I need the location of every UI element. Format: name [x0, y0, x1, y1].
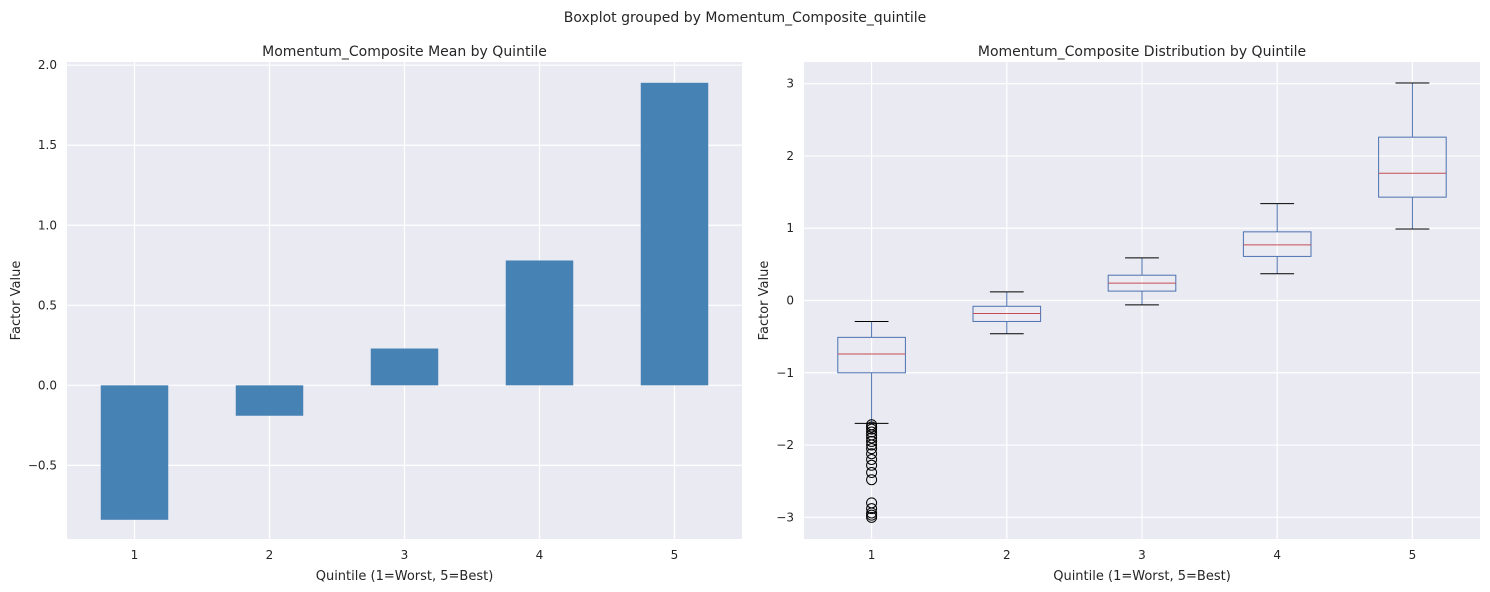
bar-chart-bars	[100, 82, 709, 520]
bar-3	[370, 348, 439, 386]
box-chart-y-tick-label: −3	[776, 510, 794, 524]
outlier-point	[866, 474, 878, 486]
outlier-point	[866, 454, 878, 465]
box-chart-y-tick-label: 2	[786, 149, 794, 163]
box-2	[972, 291, 1042, 335]
bar-5	[640, 82, 709, 386]
bar-chart: −0.5 0.0 0.5 1.0 1.5 2.0 1 2 3 4 5 Momentum_Compo…	[9, 44, 742, 584]
bar-chart-x-tick-label: 3	[401, 548, 409, 562]
bar-1	[100, 385, 169, 520]
box-chart-x-ticks: 1 2 3 4 5	[868, 548, 1416, 562]
outlier-point	[866, 503, 878, 515]
bar-chart-y-ticks: −0.5 0.0 0.5 1.0 1.5 2.0	[28, 58, 57, 472]
box-chart-x-tick-label: 5	[1409, 548, 1417, 562]
outlier-point	[866, 467, 878, 479]
box-3	[1107, 257, 1177, 306]
box-chart-x-tick-label: 1	[868, 548, 876, 562]
box-chart-title: Momentum_Composite Distribution by Quint…	[978, 44, 1306, 60]
box-chart-y-tick-label: 1	[786, 221, 794, 235]
outlier-point	[866, 511, 878, 523]
iqr-box	[837, 336, 906, 374]
bar-2	[235, 385, 304, 416]
box-chart-grid	[804, 62, 1480, 539]
bar-chart-x-tick-label: 1	[131, 548, 139, 562]
box-chart-x-tick-label: 2	[1003, 548, 1011, 562]
box-chart-y-ticks: −3 −2 −1 0 1 2 3	[776, 77, 794, 525]
outlier-point	[866, 435, 878, 447]
bar-chart-x-axis-label: Quintile (1=Worst, 5=Best)	[316, 569, 494, 584]
bar-chart-title: Momentum_Composite Mean by Quintile	[262, 44, 547, 60]
figure-suptitle: Boxplot grouped by Momentum_Composite_qu…	[564, 10, 926, 26]
box-chart-y-tick-label: −2	[776, 438, 794, 452]
outlier-point	[866, 432, 878, 444]
bar-chart-x-tick-label: 2	[266, 548, 274, 562]
box-4	[1242, 203, 1312, 275]
box-5	[1378, 82, 1447, 230]
box-chart-x-axis-label: Quintile (1=Worst, 5=Best)	[1053, 569, 1231, 584]
bar-chart-x-ticks: 1 2 3 4 5	[131, 548, 679, 562]
bar-chart-x-tick-label: 4	[536, 548, 544, 562]
box-chart-x-tick-label: 4	[1273, 548, 1281, 562]
outlier-point	[866, 423, 878, 435]
bar-chart-y-tick-label: −0.5	[28, 458, 57, 472]
box-chart: −3 −2 −1 0 1 2 3 1 2 3 4 5 Momentum_Composite Dist…	[757, 44, 1480, 584]
iqr-box	[1378, 136, 1447, 198]
outlier-point	[866, 448, 878, 460]
bar-chart-x-tick-label: 5	[671, 548, 679, 562]
outlier-point	[866, 439, 878, 451]
box-chart-boxes	[837, 82, 1447, 523]
bar-chart-y-tick-label: 0.0	[38, 378, 57, 392]
box-chart-y-tick-label: −1	[776, 366, 794, 380]
iqr-box	[1242, 231, 1312, 257]
outlier-point	[866, 426, 878, 438]
bar-chart-y-tick-label: 1.5	[38, 138, 57, 152]
box-chart-y-tick-label: 0	[786, 294, 794, 308]
outlier-point	[866, 443, 878, 455]
bar-chart-y-tick-label: 1.0	[38, 218, 57, 232]
box-1	[837, 320, 906, 523]
box-chart-x-tick-label: 3	[1138, 548, 1146, 562]
outlier-point	[866, 459, 878, 471]
box-chart-y-tick-label: 3	[786, 77, 794, 91]
box-chart-y-axis-label: Factor Value	[757, 261, 772, 341]
bar-chart-y-tick-label: 2.0	[38, 58, 57, 72]
bar-chart-y-tick-label: 0.5	[38, 298, 57, 312]
bar-chart-y-axis-label: Factor Value	[9, 261, 24, 341]
bar-4	[505, 260, 574, 386]
